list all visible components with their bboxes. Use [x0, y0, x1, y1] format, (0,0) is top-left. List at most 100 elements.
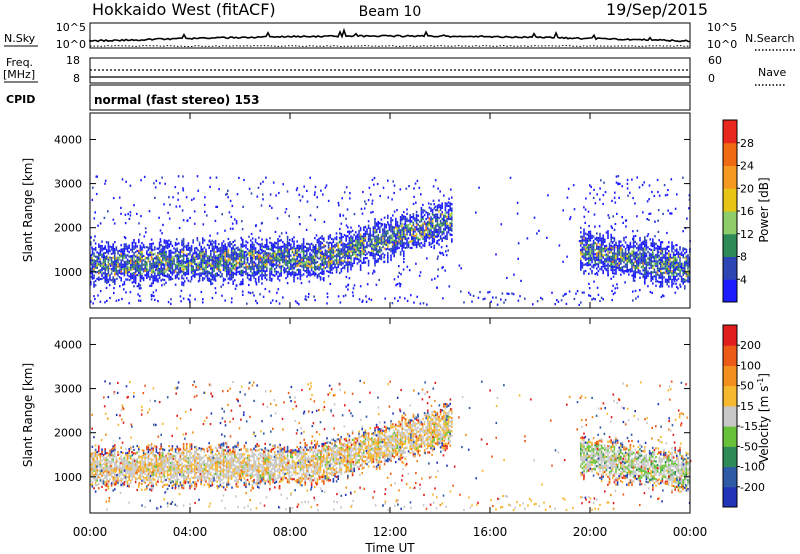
echo-cell — [171, 269, 174, 272]
echo-cell — [415, 215, 418, 218]
echo-cell — [211, 275, 214, 279]
echo-cell — [677, 262, 680, 265]
scatter-cell — [104, 246, 107, 250]
echo-cell — [312, 259, 314, 262]
scatter-cell — [611, 199, 613, 202]
echo-cell — [439, 213, 442, 216]
echo-cell — [200, 261, 202, 264]
echo-cell — [449, 202, 451, 205]
echo-cell — [128, 259, 130, 263]
echo-cell — [138, 282, 140, 285]
echo-cell — [377, 260, 379, 263]
echo-cell — [592, 257, 595, 260]
echo-cell — [403, 255, 405, 258]
scatter-cell — [140, 215, 142, 218]
echo-cell — [232, 240, 234, 244]
echo-cell — [676, 268, 678, 271]
echo-cell — [253, 252, 255, 255]
scatter-cell — [122, 283, 124, 286]
echo-cell — [213, 276, 215, 279]
echo-cell — [309, 263, 311, 266]
echo-cell — [369, 251, 371, 254]
echo-cell — [138, 249, 140, 252]
echo-cell — [623, 265, 625, 268]
echo-cell — [436, 220, 439, 223]
scatter-cell — [411, 236, 414, 239]
scatter-cell — [625, 219, 628, 222]
echo-cell — [200, 256, 202, 260]
echo-cell — [377, 223, 379, 226]
echo-cell — [104, 474, 106, 477]
echo-cell — [637, 266, 640, 269]
echo-cell — [642, 273, 644, 276]
echo-cell — [423, 214, 426, 217]
scatter-cell — [426, 257, 428, 260]
echo-cell — [306, 258, 308, 261]
echo-cell — [353, 253, 355, 256]
echo-cell — [652, 278, 654, 281]
echo-cell — [391, 250, 394, 253]
scatter-cell — [611, 248, 613, 251]
echo-cell — [661, 256, 664, 259]
echo-cell — [624, 270, 627, 273]
scatter-cell — [589, 184, 591, 187]
echo-cell — [126, 258, 129, 261]
echo-cell — [427, 223, 429, 226]
echo-cell — [146, 257, 148, 260]
echo-cell — [380, 258, 383, 261]
echo-cell — [307, 273, 310, 276]
echo-cell — [138, 241, 140, 244]
echo-cell — [296, 262, 298, 265]
echo-cell — [261, 275, 263, 278]
scatter-cell — [569, 218, 571, 221]
echo-cell — [114, 448, 116, 451]
echo-cell — [390, 236, 392, 240]
echo-cell — [242, 260, 244, 264]
scatter-cell — [366, 283, 369, 286]
echo-cell — [391, 225, 394, 228]
echo-cell — [600, 237, 603, 240]
echo-cell — [246, 252, 249, 255]
echo-cell — [157, 256, 159, 259]
echo-cell — [112, 458, 114, 461]
echo-cell — [332, 251, 335, 254]
echo-cell — [417, 243, 419, 246]
echo-cell — [610, 268, 612, 272]
echo-cell — [157, 280, 159, 283]
echo-cell — [372, 243, 375, 247]
echo-cell — [178, 268, 180, 271]
echo-cell — [398, 238, 400, 241]
range-tick-label: 1000 — [54, 266, 82, 279]
echo-cell — [604, 240, 606, 243]
echo-cell — [304, 250, 306, 253]
scatter-cell — [103, 254, 105, 257]
echo-cell — [152, 257, 154, 260]
echo-cell — [380, 242, 383, 245]
scatter-cell — [666, 193, 669, 196]
echo-cell — [141, 261, 143, 264]
echo-cell — [403, 244, 405, 247]
echo-cell — [314, 263, 316, 266]
echo-cell — [660, 265, 662, 268]
echo-cell — [439, 222, 442, 225]
echo-cell — [216, 245, 218, 249]
power-scale-swatch — [723, 211, 737, 235]
echo-cell — [101, 463, 103, 466]
echo-cell — [133, 263, 135, 266]
echo-cell — [350, 255, 352, 258]
echo-cell — [118, 267, 121, 270]
echo-cell — [393, 252, 395, 255]
echo-cell — [123, 272, 126, 275]
echo-cell — [395, 226, 397, 229]
echo-cell — [96, 262, 98, 265]
echo-cell — [390, 258, 392, 262]
echo-cell — [407, 237, 410, 240]
echo-cell — [672, 258, 675, 261]
echo-cell — [337, 250, 339, 253]
echo-cell — [154, 266, 156, 269]
echo-cell — [449, 217, 451, 220]
echo-cell — [254, 271, 257, 274]
echo-cell — [348, 248, 351, 251]
scatter-cell — [547, 194, 549, 197]
echo-cell — [412, 230, 415, 233]
